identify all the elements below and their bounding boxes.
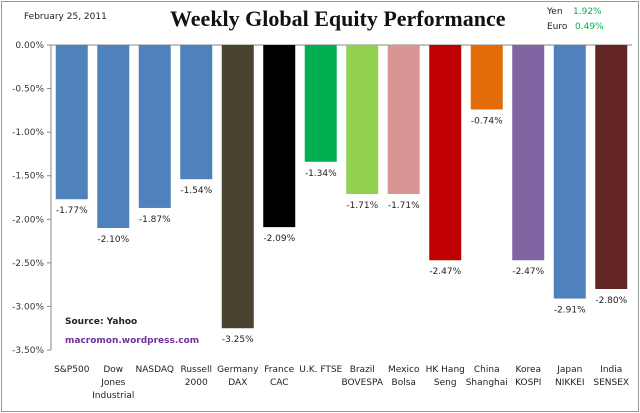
category-label: Seng	[434, 378, 457, 388]
y-tick-label: -1.00%	[12, 128, 44, 138]
category-label: Korea	[515, 365, 541, 375]
bar	[512, 45, 545, 261]
date-label: February 25, 2011	[24, 12, 107, 22]
category-label: Dow	[103, 365, 123, 375]
bar	[387, 45, 420, 195]
data-label: -1.87%	[139, 215, 171, 225]
category-label: Germany	[217, 365, 259, 375]
fx-yen-value: 1.92%	[573, 7, 602, 17]
category-label: Industrial	[92, 391, 134, 401]
data-label: -2.10%	[97, 235, 129, 245]
category-label: CAC	[270, 378, 289, 388]
bar	[263, 45, 296, 228]
y-tick-label: -2.00%	[12, 215, 44, 225]
data-label: -0.74%	[471, 116, 503, 126]
category-label: Russell	[181, 365, 212, 375]
fx-euro-label: Euro	[547, 22, 568, 32]
fx-euro-value: 0.49%	[575, 22, 604, 32]
data-label: -1.71%	[388, 201, 420, 211]
data-label: -2.09%	[263, 234, 295, 244]
category-label: Japan	[556, 365, 582, 375]
data-label: -2.47%	[429, 267, 461, 277]
data-label: -3.25%	[222, 335, 254, 345]
data-label: -1.71%	[346, 201, 378, 211]
category-label: SENSEX	[593, 378, 629, 388]
y-tick-label: -2.50%	[12, 259, 44, 269]
bar	[553, 45, 586, 299]
chart-title: Weekly Global Equity Performance	[170, 6, 506, 31]
y-tick-label: -0.50%	[12, 85, 44, 95]
category-label: Shanghai	[466, 378, 508, 388]
y-tick-label: 0.00%	[15, 41, 44, 51]
category-label: 2000	[185, 378, 208, 388]
category-label: NIKKEI	[555, 378, 585, 388]
data-label: -2.91%	[554, 306, 586, 316]
category-label: BOVESPA	[341, 378, 383, 388]
bar	[304, 45, 337, 162]
category-label: China	[474, 365, 500, 375]
bar	[429, 45, 462, 261]
bar	[55, 45, 88, 200]
bar	[97, 45, 130, 228]
site-note: macromon.wordpress.com	[65, 336, 200, 346]
y-tick-label: -1.50%	[12, 172, 44, 182]
source-note: Source: Yahoo	[65, 317, 138, 327]
data-label: -1.54%	[180, 186, 212, 196]
data-label: -2.47%	[512, 267, 544, 277]
bar	[595, 45, 628, 289]
category-label: KOSPI	[515, 378, 541, 388]
category-label: HK Hang	[426, 365, 465, 375]
category-label: Bolsa	[392, 378, 416, 388]
category-label: NASDAQ	[136, 365, 174, 375]
y-tick-label: -3.50%	[12, 346, 44, 356]
data-label: -2.80%	[595, 296, 627, 306]
category-label: India	[600, 365, 622, 375]
category-label: Brazil	[350, 365, 375, 375]
bar	[221, 45, 254, 329]
category-label: France	[264, 365, 294, 375]
bar	[138, 45, 171, 208]
category-label: Mexico	[388, 365, 420, 375]
fx-yen-label: Yen	[547, 7, 563, 17]
y-tick-label: -3.00%	[12, 302, 44, 312]
category-label: S&P500	[54, 365, 90, 375]
category-label: DAX	[228, 378, 247, 388]
bar	[346, 45, 379, 195]
data-label: -1.77%	[56, 206, 88, 216]
category-label: U.K. FTSE	[299, 365, 342, 375]
category-label: Jones	[100, 378, 125, 388]
bar	[180, 45, 213, 180]
bar	[470, 45, 503, 110]
data-label: -1.34%	[305, 169, 337, 179]
